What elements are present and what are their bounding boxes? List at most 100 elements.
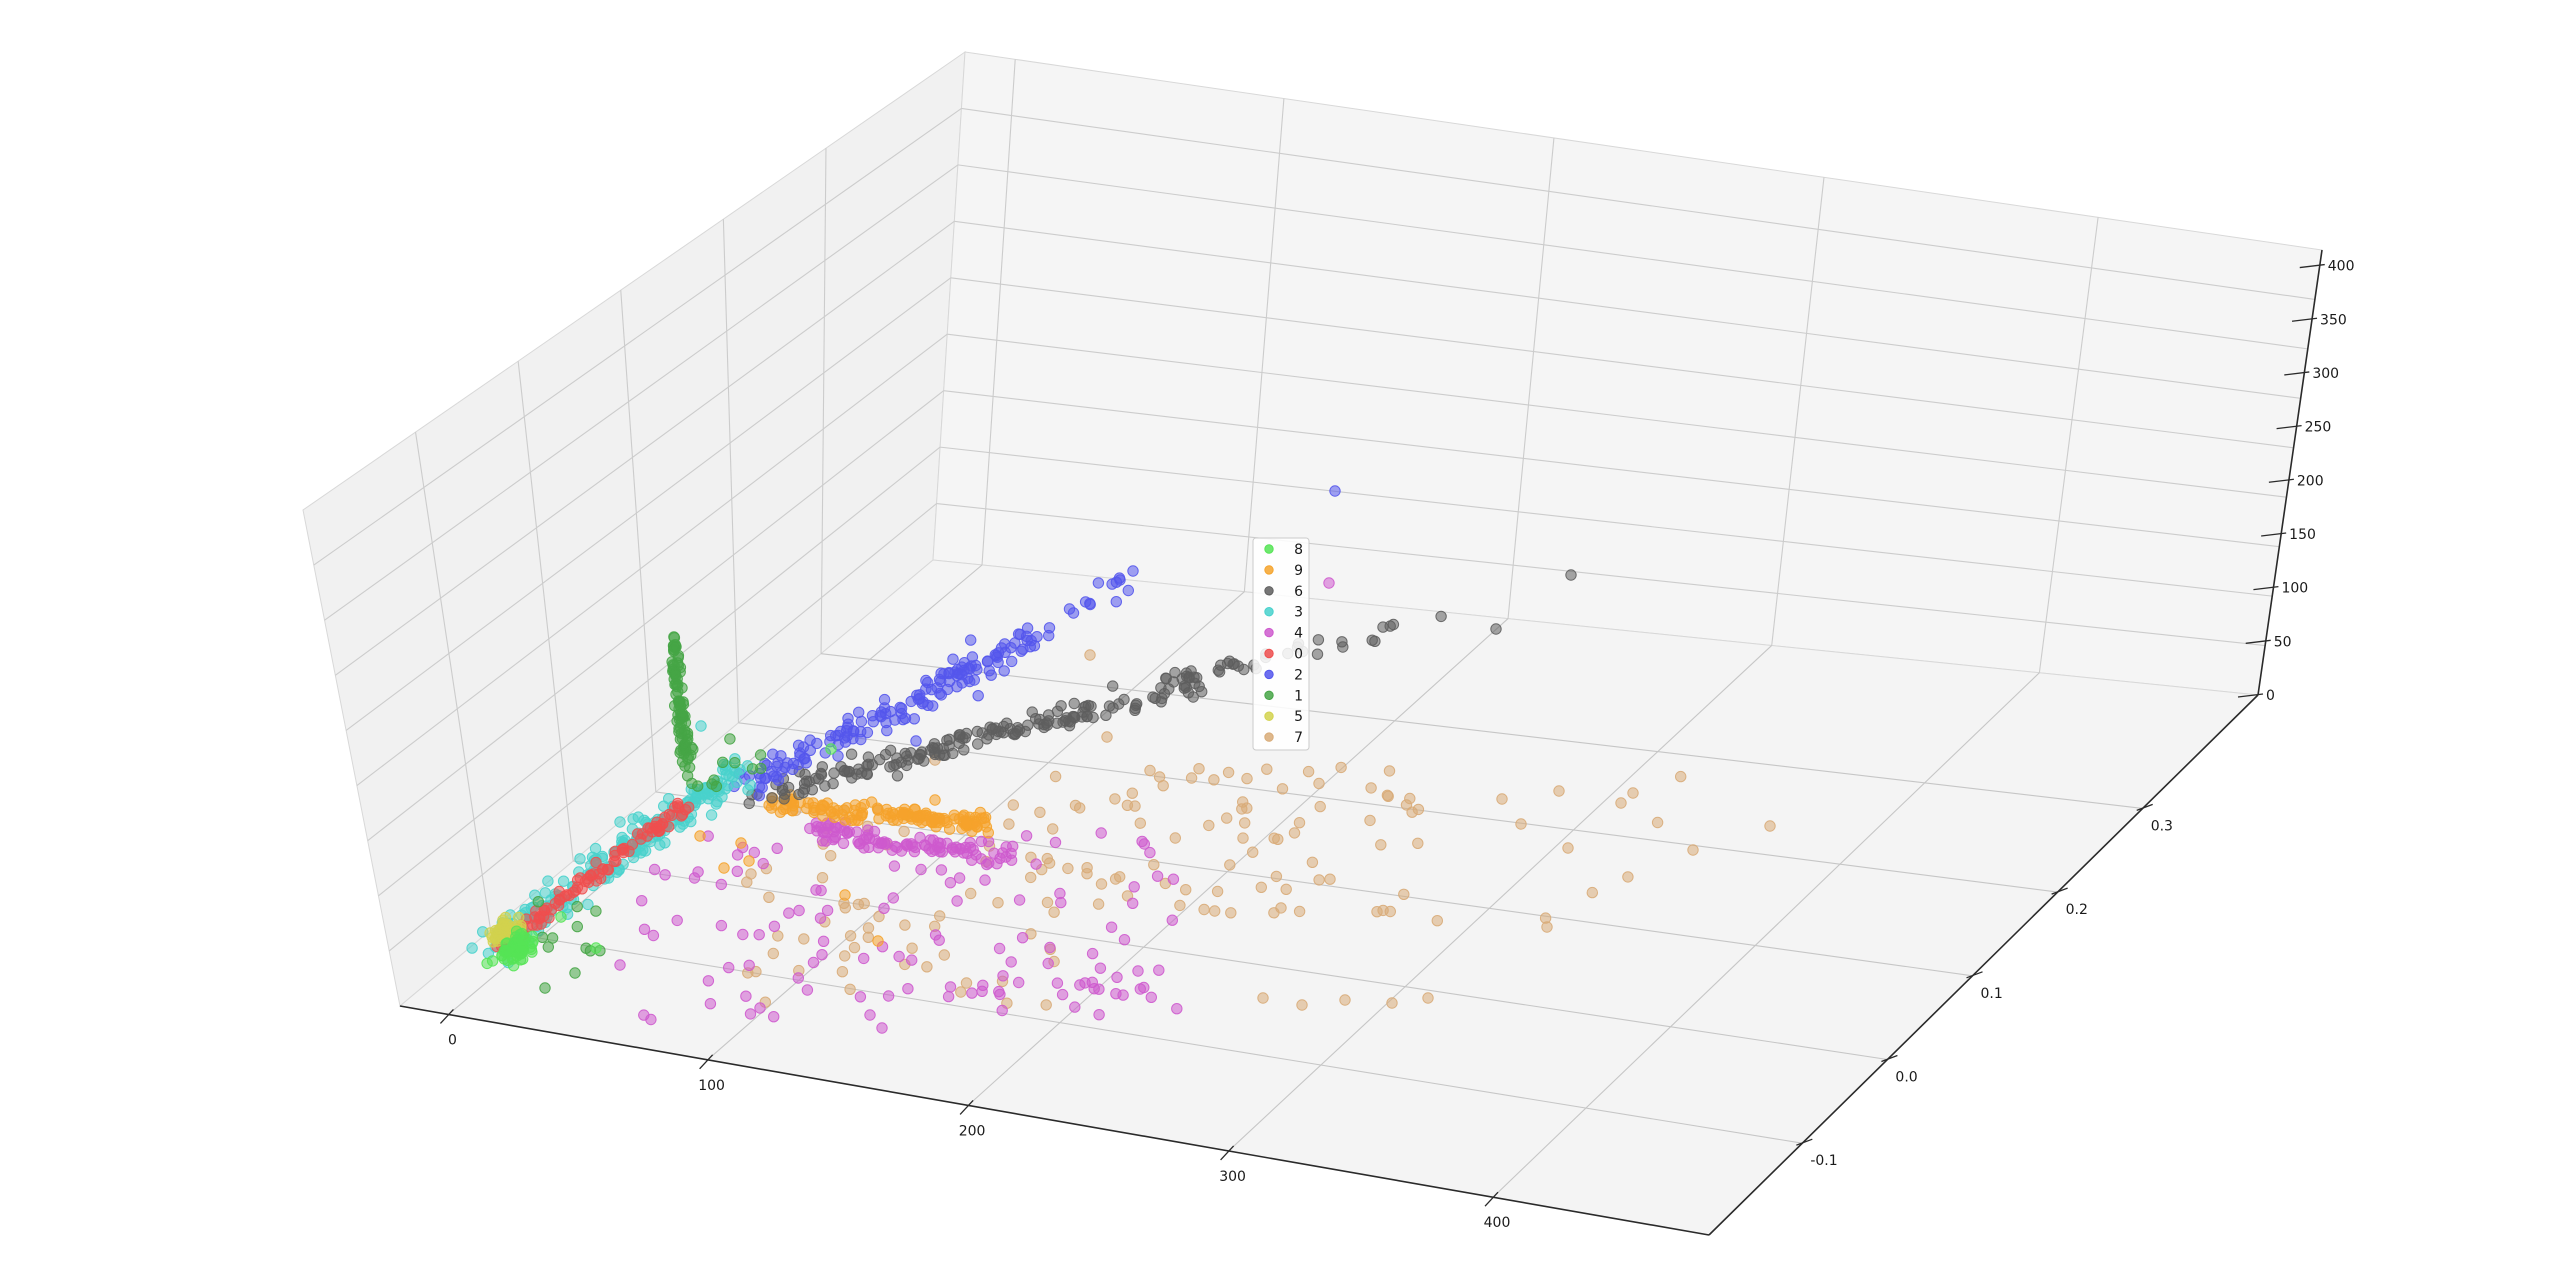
scatter-point [1515, 818, 1527, 830]
scatter-point [557, 875, 570, 887]
scatter-point [659, 869, 671, 881]
scatter-point [737, 928, 749, 941]
scatter-point [961, 818, 973, 830]
scatter-point [944, 981, 957, 993]
scatter-point [1013, 894, 1026, 906]
scatter-point [1241, 772, 1253, 785]
scatter-point [1687, 844, 1699, 856]
scatter-point [858, 952, 870, 965]
scatter-point [1185, 772, 1198, 784]
scatter-point [1101, 731, 1113, 743]
y-axis-tick [1796, 1138, 1813, 1146]
scatter-point [1128, 881, 1140, 893]
scatter-point [552, 899, 565, 912]
scatter-point [1007, 840, 1019, 852]
scatter-point [1211, 885, 1224, 898]
scatter-point [669, 801, 681, 813]
scatter-point [767, 947, 779, 960]
scatter-point [1193, 680, 1205, 693]
scatter-point [1496, 793, 1508, 805]
scatter-point [1288, 827, 1301, 839]
scatter-point [938, 949, 950, 961]
scatter-point [1247, 846, 1259, 858]
z-axis-tick-label: 100 [2281, 581, 2308, 597]
scatter-point [563, 889, 575, 902]
scatter-point [867, 716, 879, 728]
scatter-point [1092, 898, 1105, 910]
scatter-point [779, 788, 791, 800]
scatter-point [902, 983, 914, 995]
legend-label: 9 [1294, 563, 1303, 579]
scatter-point [675, 717, 687, 730]
scatter-point [1114, 574, 1126, 586]
scatter-point [735, 837, 747, 849]
z-axis-tick-label: 250 [2305, 420, 2332, 436]
scatter-point [1043, 857, 1056, 869]
scatter-point [1221, 812, 1233, 824]
scatter-point [811, 737, 823, 750]
gridline [313, 107, 962, 566]
legend-entry-4: 4 [1264, 626, 1303, 642]
scatter-point [1044, 941, 1056, 954]
scatter-point [1208, 774, 1220, 786]
scatter-point [722, 779, 734, 792]
gridline [414, 432, 492, 931]
scatter-point [1203, 819, 1215, 832]
axes-panes [302, 51, 2323, 1236]
scatter-point [668, 644, 681, 656]
x-axis-tick-label: 300 [1219, 1169, 1246, 1185]
z-axis-tick [2284, 371, 2310, 376]
scatter-point [933, 934, 945, 946]
z-axis-tick [2253, 585, 2279, 591]
scatter-point [614, 816, 626, 828]
scatter-point [1302, 765, 1315, 778]
scatter-point [1387, 618, 1400, 631]
scatter-point [716, 791, 728, 803]
scatter-point [981, 655, 994, 668]
scatter-point [814, 912, 827, 924]
scatter-point [666, 656, 678, 668]
scatter-point [569, 967, 581, 979]
scatter-point [687, 743, 699, 755]
scatter-point [844, 930, 857, 942]
legend-entry-5: 5 [1264, 709, 1303, 725]
z-axis-tick [2299, 263, 2325, 269]
scatter-point [947, 653, 959, 665]
scatter-point [724, 733, 736, 745]
scatter-point [510, 925, 523, 937]
scatter-point [1627, 787, 1639, 799]
scatter-point [959, 732, 971, 744]
scatter-point [845, 748, 858, 760]
scatter-point [668, 631, 680, 643]
gridline [954, 220, 2301, 399]
gridline [981, 59, 1016, 566]
scatter-point [966, 987, 978, 999]
z-axis-tick [2268, 478, 2294, 483]
scatter-point [1093, 1009, 1105, 1021]
scatter-point [825, 743, 837, 755]
scatter-point [676, 707, 689, 720]
scatter-point [763, 891, 775, 903]
y-axis-tick [1881, 1054, 1898, 1063]
scatter-point [580, 942, 592, 954]
scatter-point [1049, 770, 1062, 783]
scatter-point [1314, 800, 1326, 813]
legend-label: 8 [1294, 542, 1303, 558]
scatter-point [1169, 832, 1182, 844]
scatter-point [494, 923, 506, 935]
scatter-point [1068, 711, 1080, 723]
scatter-point [1155, 696, 1167, 708]
scatter-point [935, 864, 948, 876]
scatter-point [1048, 906, 1060, 918]
scatter-point [1422, 992, 1434, 1004]
scatter-point [953, 872, 966, 884]
series-9-points [694, 789, 994, 947]
scatter-point [787, 797, 800, 809]
scatter-point [1412, 837, 1424, 849]
scatter-point [1148, 859, 1160, 871]
legend-label: 5 [1294, 709, 1303, 725]
legend-label: 0 [1294, 647, 1303, 663]
